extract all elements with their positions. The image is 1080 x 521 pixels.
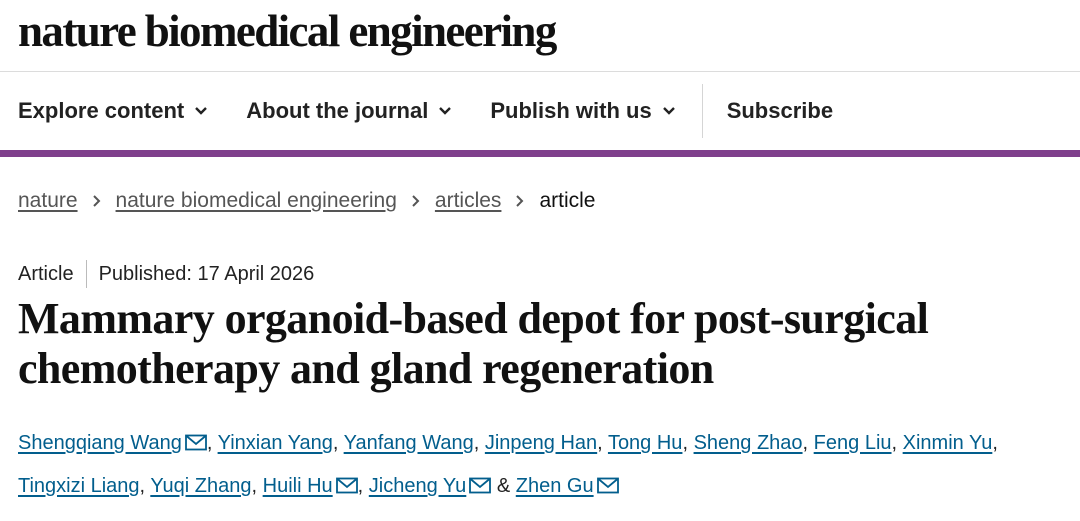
author-name[interactable]: Zhen Gu [515,475,594,497]
author-separator: , [891,432,898,454]
article-type: Article [18,262,74,285]
nav-item[interactable]: About the journal [246,98,452,124]
chevron-down [439,107,452,115]
author-separator: , [473,432,480,454]
author-separator: , [992,432,998,454]
chevron-right [516,195,524,207]
author-separator: , [802,432,809,454]
author-entry: Tong Hu [608,432,683,454]
breadcrumb-link[interactable]: nature [18,189,78,212]
author-name[interactable]: Jicheng Yu [368,475,467,497]
breadcrumb-current: article [539,189,596,212]
author-name[interactable]: Tong Hu [607,432,683,454]
author-name[interactable]: Huili Hu [262,475,333,497]
email-icon[interactable] [184,434,207,451]
author-entry: Xinmin Yu [903,432,993,454]
author-entry: Feng Liu [814,432,892,454]
nav-label: About the journal [246,98,429,123]
author-name[interactable]: Jinpeng Han [484,432,598,454]
author-separator: , [206,432,213,454]
article-title: Mammary organoid-based depot for post-su… [18,294,929,393]
logo-bar: nature biomedical engineering [0,0,1080,72]
author-conjunction: & [496,475,511,497]
author-entry: Jicheng Yu [369,475,492,497]
meta-divider [85,260,87,288]
journal-logo[interactable]: nature biomedical engineering [18,6,557,56]
breadcrumbs: nature nature biomedical engineering artic… [0,183,1080,219]
author-entry: Huili Hu [263,475,358,497]
author-separator: , [597,432,603,454]
author-entry: Jinpeng Han [485,432,597,454]
email-icon[interactable] [596,477,619,494]
author-entry: Shengqiang Wang [18,432,207,454]
author-name[interactable]: Xinmin Yu [902,432,993,454]
author-name[interactable]: Feng Liu [813,432,892,454]
chevron-right [92,195,100,207]
published-date: Published: 17 April 2026 [98,262,315,285]
author-separator: , [357,475,364,497]
author-entry: Yinxian Yang [218,432,333,454]
email-icon[interactable] [469,477,492,494]
nav-item[interactable]: Explore content [18,98,208,124]
author-list: Shengqiang Wang, Yinxian Yang, Yanfang W… [18,422,1068,508]
breadcrumb-separator [92,194,102,208]
author-name[interactable]: Yanfang Wang [343,432,474,454]
author-name[interactable]: Tingxizi Liang [18,475,140,497]
author-name[interactable]: Yuqi Zhang [150,475,252,497]
breadcrumb-separator [515,194,525,208]
article-meta: Article Published: 17 April 2026 [0,260,1080,288]
subscribe-link[interactable]: Subscribe [726,98,834,123]
chevron-down [195,107,208,115]
author-entry: Yanfang Wang [344,432,474,454]
author-separator: , [251,475,258,497]
chevron-down [662,107,675,115]
author-entry: Sheng Zhao [694,432,803,454]
author-separator: , [682,432,688,454]
breadcrumb-separator [411,194,421,208]
nav-label: Explore content [18,98,185,123]
chevron-right [412,195,420,207]
author-entry: Tingxizi Liang [18,475,140,497]
nav-divider [701,84,703,138]
author-separator: , [332,432,339,454]
author-name[interactable]: Sheng Zhao [693,432,803,454]
nav-label: Publish with us [490,98,652,123]
email-icon[interactable] [335,477,358,494]
breadcrumb-link[interactable]: articles [434,189,502,212]
author-entry: Zhen Gu [516,475,619,497]
author-separator: , [139,475,146,497]
nav-item[interactable]: Publish with us [490,98,675,124]
nav-bar: Explore content About the journal Publish … [0,72,1080,157]
breadcrumb-link[interactable]: nature biomedical engineering [115,189,397,212]
author-name[interactable]: Yinxian Yang [217,432,333,454]
author-entry: Yuqi Zhang [150,475,251,497]
author-name[interactable]: Shengqiang Wang [18,432,182,454]
